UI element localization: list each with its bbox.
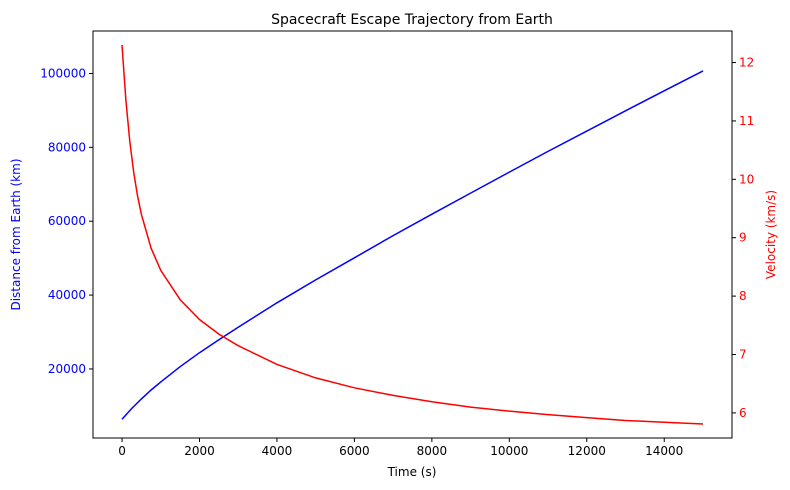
right-tick-label: 9 xyxy=(739,231,747,245)
x-tick-label: 14000 xyxy=(645,444,683,458)
left-axis-label: Distance from Earth (km) xyxy=(9,158,23,310)
right-axis-label: Velocity (km/s) xyxy=(764,190,778,279)
chart-title: Spacecraft Escape Trajectory from Earth xyxy=(271,12,553,28)
x-axis-label: Time (s) xyxy=(387,465,437,479)
left-tick-label: 100000 xyxy=(40,66,86,80)
x-tick-label: 10000 xyxy=(490,444,528,458)
right-tick-label: 7 xyxy=(739,347,747,361)
series-line-left xyxy=(121,70,704,420)
plot-frame xyxy=(92,30,733,439)
left-tick-label: 80000 xyxy=(48,140,86,154)
right-tick-label: 11 xyxy=(739,114,754,128)
right-tick-label: 8 xyxy=(739,289,747,303)
x-tick-label: 8000 xyxy=(417,444,448,458)
right-tick-label: 12 xyxy=(739,56,754,70)
series-line-right xyxy=(121,44,704,425)
right-tick-label: 10 xyxy=(739,172,754,186)
x-tick-label: 12000 xyxy=(568,444,606,458)
left-tick-label: 20000 xyxy=(48,362,86,376)
x-tick-label: 6000 xyxy=(339,444,370,458)
x-tick-label: 2000 xyxy=(184,444,215,458)
x-tick-label: 4000 xyxy=(262,444,293,458)
left-tick-label: 60000 xyxy=(48,214,86,228)
x-tick-label: 0 xyxy=(118,444,126,458)
right-tick-label: 6 xyxy=(739,406,747,420)
left-tick-label: 40000 xyxy=(48,288,86,302)
